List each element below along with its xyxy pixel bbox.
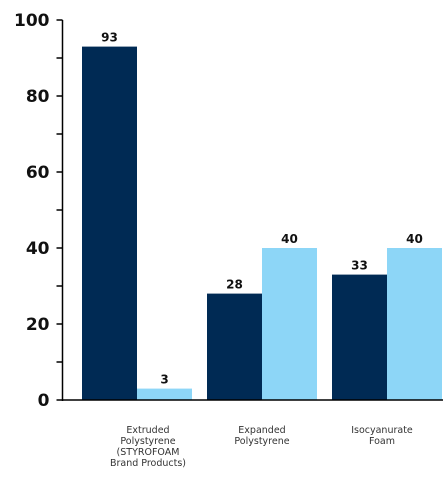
data-label: 93 <box>101 31 118 45</box>
x-tick-label-line: Foam <box>369 436 395 447</box>
bar <box>387 248 442 400</box>
data-label: 3 <box>160 373 168 387</box>
y-tick-label: 20 <box>26 315 50 335</box>
data-label: 40 <box>281 232 298 246</box>
y-tick-label: 100 <box>14 11 50 31</box>
bars <box>82 47 442 400</box>
x-tick-label-line: Expanded <box>238 425 285 436</box>
bar <box>82 47 137 400</box>
bar <box>262 248 317 400</box>
y-tick-label: 80 <box>26 87 50 107</box>
bar <box>137 389 192 400</box>
data-label: 28 <box>226 278 243 292</box>
data-label: 40 <box>406 232 423 246</box>
x-tick-label-line: Brand Products) <box>110 458 186 469</box>
x-tick-label-line: (STYROFOAM <box>117 447 180 458</box>
y-tick-label: 40 <box>26 239 50 259</box>
bar <box>332 275 387 400</box>
data-label: 33 <box>351 259 368 273</box>
y-axis: 0 20 40 60 80 100 <box>14 11 63 411</box>
x-tick-label-line: Polystyrene <box>120 436 175 447</box>
x-tick-label-line: Polystyrene <box>234 436 289 447</box>
x-tick-label-line: Extruded <box>126 425 169 436</box>
y-tick-label: 0 <box>38 391 50 411</box>
x-tick-label-line: Isocyanurate <box>351 425 413 436</box>
y-tick-label: 60 <box>26 163 50 183</box>
bar <box>207 294 262 400</box>
